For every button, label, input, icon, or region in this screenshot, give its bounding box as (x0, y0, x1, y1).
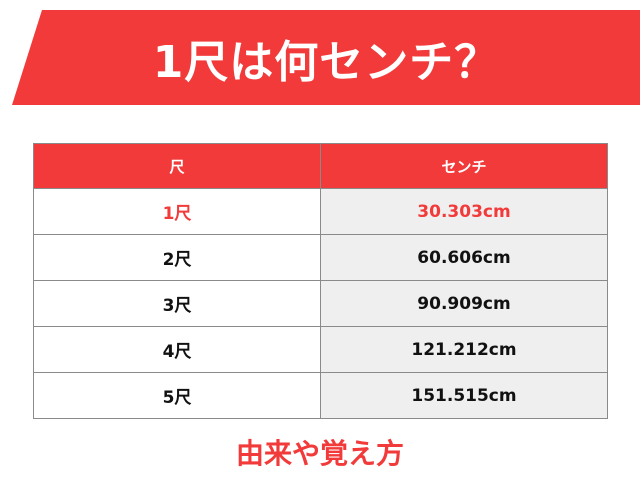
section-heading: 由来や覚え方 (235, 437, 404, 470)
table-header-row: 尺 センチ (33, 143, 608, 189)
shaku-cell: 1尺 (33, 188, 321, 235)
table-row: 1尺 30.303cm (33, 188, 608, 235)
table-row: 5尺 151.515cm (33, 372, 608, 419)
header-centimeter: センチ (320, 143, 608, 189)
shaku-cell: 3尺 (33, 280, 321, 327)
title-banner (12, 10, 640, 105)
shaku-cell: 4尺 (33, 326, 321, 373)
table-row: 4尺 121.212cm (33, 326, 608, 373)
centimeter-cell: 30.303cm (320, 188, 608, 235)
page-title: 1尺は何センチ？ (152, 36, 500, 88)
conversion-table: 尺 センチ 1尺 30.303cm 2尺 60.606cm 3尺 90.909c… (33, 143, 608, 419)
centimeter-cell: 151.515cm (320, 372, 608, 419)
shaku-cell: 2尺 (33, 234, 321, 281)
shaku-cell: 5尺 (33, 372, 321, 419)
table-row: 2尺 60.606cm (33, 234, 608, 281)
header-shaku: 尺 (33, 143, 321, 189)
centimeter-cell: 60.606cm (320, 234, 608, 281)
table-row: 3尺 90.909cm (33, 280, 608, 327)
centimeter-cell: 121.212cm (320, 326, 608, 373)
centimeter-cell: 90.909cm (320, 280, 608, 327)
